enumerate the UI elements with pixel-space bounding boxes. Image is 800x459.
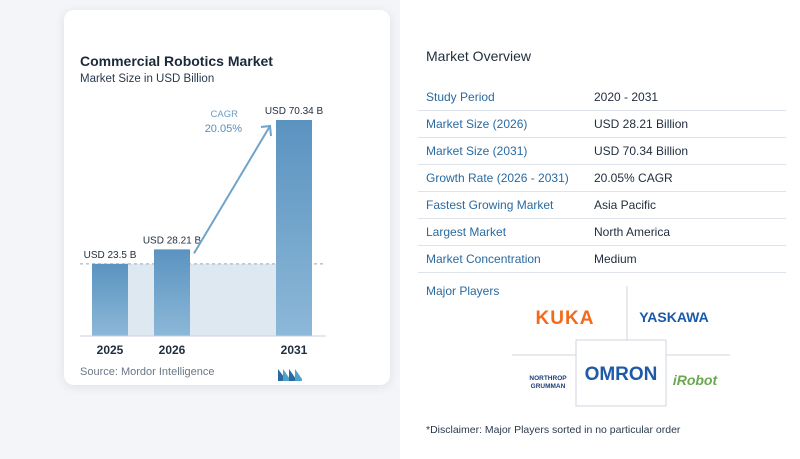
overview-row: Growth Rate (2026 - 2031) 20.05% CAGR [418,165,786,192]
overview-title: Market Overview [426,48,532,64]
irobot-logo: iRobot [673,372,719,388]
kuka-logo: KUKA [536,308,595,329]
overview-row-label: Fastest Growing Market [426,198,554,212]
chart-subtitle: Market Size in USD Billion [80,73,215,85]
overview-row-value: 20.05% CAGR [594,171,673,185]
overview-card: Market Overview Study Period 2020 - 2031 M… [400,0,800,459]
overview-row-label: Largest Market [426,225,507,239]
chart-title: Commercial Robotics Market [80,53,273,69]
bar-2025 [92,263,128,336]
overview-table: Study Period 2020 - 2031 Market Size (2026… [418,84,786,273]
overview-row-value: North America [594,225,671,239]
overview-row-label: Study Period [426,90,495,104]
disclaimer: *Disclaimer: Major Players sorted in no … [426,424,681,436]
bar-value-label: USD 28.21 B [143,235,202,246]
baseline-band [92,263,312,336]
source-note: Source: Mordor Intelligence [80,366,215,378]
overview-row: Fastest Growing Market Asia Pacific [418,192,786,219]
category-label: 2026 [159,343,186,357]
overview-row: Study Period 2020 - 2031 [418,84,786,111]
yaskawa-logo: YASKAWA [639,309,709,325]
overview-row: Market Concentration Medium [418,246,786,273]
overview-row-value: Asia Pacific [594,198,657,212]
major-players-title: Major Players [426,284,500,298]
overview-row-value: USD 70.34 Billion [594,144,689,158]
cagr-label: CAGR [211,109,239,120]
major-players-logos: KUKA YASKAWA NORTHROP GRUMMAN OMRON iRob… [512,286,730,407]
cagr-arrow [193,124,272,254]
omron-logo: OMRON [585,364,658,385]
northrop-logo-line1: NORTHROP [529,375,567,382]
northrop-logo-line2: GRUMMAN [531,383,566,390]
cagr-value: 20.05% [205,123,243,135]
overview-row-value: Medium [594,252,637,266]
overview-row-label: Growth Rate (2026 - 2031) [426,171,569,185]
category-label: 2025 [97,343,124,357]
bar-value-label: USD 23.5 B [84,250,137,261]
category-label: 2031 [281,343,308,357]
bar-value-label: USD 70.34 B [265,106,324,117]
overview-row-label: Market Concentration [426,252,541,266]
bar-chart: USD 23.5 B 2025 USD 28.21 B 2026 USD 70.34 B… [80,106,326,357]
mordor-logo-icon [278,369,302,381]
chart-card: Commercial Robotics Market Market Size i… [64,10,390,385]
overview-row-label: Market Size (2026) [426,117,528,131]
overview-row-value: 2020 - 2031 [594,90,659,104]
bar-2031 [276,120,312,336]
overview-row: Market Size (2026) USD 28.21 Billion [418,111,786,138]
overview-row: Market Size (2031) USD 70.34 Billion [418,138,786,165]
overview-row: Largest Market North America [418,219,786,246]
bar-2026 [154,249,190,336]
overview-row-value: USD 28.21 Billion [594,117,689,131]
overview-row-label: Market Size (2031) [426,144,528,158]
